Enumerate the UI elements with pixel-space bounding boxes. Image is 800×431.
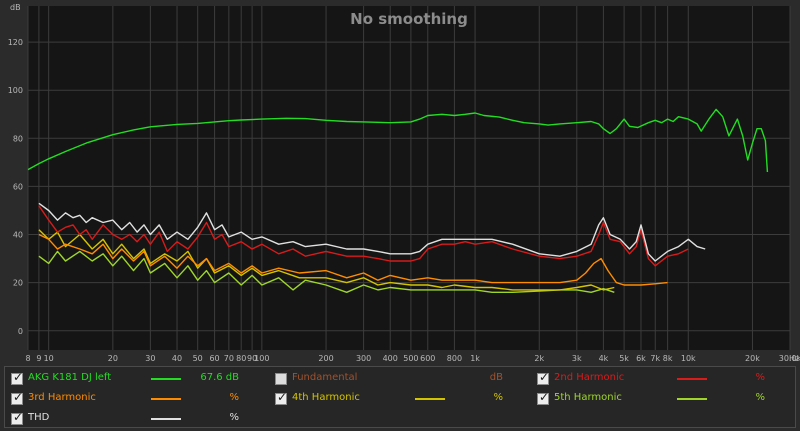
legend-checkbox-thd[interactable] xyxy=(11,410,23,425)
legend-value: % xyxy=(229,392,239,403)
y-axis-unit: dB xyxy=(10,3,21,12)
series-line-4th-harmonic xyxy=(38,229,615,291)
series-lines xyxy=(27,108,769,293)
y-tick-label: 20 xyxy=(13,279,23,288)
x-tick-label: 6k xyxy=(636,354,646,363)
horizontal-grid xyxy=(28,41,790,332)
legend-checkbox-3rd-harmonic[interactable] xyxy=(11,390,23,405)
legend-value: % xyxy=(229,412,239,423)
x-tick-label: 70 xyxy=(224,354,234,363)
x-tick-label: 2k xyxy=(534,354,544,363)
legend-label: 4th Harmonic xyxy=(292,392,360,403)
legend-item-4th-harmonic: 4th Harmonic% xyxy=(273,389,528,409)
legend-checkbox-akg-k181-dj-left[interactable] xyxy=(11,370,23,385)
x-tick-label: 300 xyxy=(356,354,371,363)
legend-value: % xyxy=(755,392,765,403)
x-tick-label: 40 xyxy=(172,354,182,363)
legend-swatch xyxy=(151,398,181,400)
legend-checkbox-4th-harmonic[interactable] xyxy=(275,390,287,405)
x-tick-label: 200 xyxy=(318,354,333,363)
legend-label: THD xyxy=(28,412,50,423)
legend-swatch xyxy=(151,418,181,420)
legend-swatch xyxy=(677,378,707,380)
series-line-akg-k181-dj-left xyxy=(27,108,769,173)
x-axis-unit: Hz xyxy=(789,354,799,363)
legend-label: Fundamental xyxy=(292,372,358,383)
legend-checkbox-2nd-harmonic[interactable] xyxy=(537,370,549,385)
x-tick-label: 9 xyxy=(36,354,41,363)
x-tick-label: 3k xyxy=(572,354,582,363)
series-line-thd xyxy=(38,202,706,262)
legend-label: 5th Harmonic xyxy=(554,392,622,403)
legend-checkbox-fundamental[interactable] xyxy=(275,373,287,385)
legend-checkbox-5th-harmonic[interactable] xyxy=(537,390,549,405)
series-line-5th-harmonic xyxy=(38,250,615,293)
legend-item-2nd-harmonic: 2nd Harmonic% xyxy=(535,369,790,389)
y-tick-label: 80 xyxy=(13,134,23,143)
y-tick-labels: 0 20 40 60 80 100 120 xyxy=(8,38,23,336)
legend-panel: AKG K181 DJ left 67.6 dB Fundamental dB 2nd … xyxy=(4,366,796,428)
x-tick-label: 10 xyxy=(44,354,54,363)
y-tick-label: 100 xyxy=(8,86,23,95)
x-tick-label: 90 xyxy=(247,354,257,363)
x-tick-label: 20k xyxy=(745,354,760,363)
legend-value: dB xyxy=(489,372,503,383)
x-tick-label: 500 xyxy=(403,354,418,363)
legend-swatch xyxy=(677,398,707,400)
legend-row: THD% xyxy=(5,409,795,429)
x-tick-label: 10k xyxy=(681,354,696,363)
x-tick-label: 20 xyxy=(108,354,118,363)
legend-item-thd: THD% xyxy=(9,409,264,429)
legend-label: 2nd Harmonic xyxy=(554,372,625,383)
series-line-3rd-harmonic xyxy=(38,233,668,286)
x-tick-label: 50 xyxy=(193,354,203,363)
x-tick-label: 600 xyxy=(420,354,435,363)
legend-value: % xyxy=(493,392,503,403)
chart-title: No smoothing xyxy=(350,10,468,28)
y-tick-label: 0 xyxy=(18,327,23,336)
plot-background xyxy=(28,6,790,350)
legend-item-akg-k181-dj-left: AKG K181 DJ left 67.6 dB xyxy=(9,369,264,389)
x-tick-label: 30 xyxy=(145,354,155,363)
x-tick-label: 800 xyxy=(447,354,462,363)
x-tick-label: 8k xyxy=(663,354,673,363)
series-line-2nd-harmonic xyxy=(38,205,689,267)
x-tick-label: 80 xyxy=(236,354,246,363)
x-tick-label: 60 xyxy=(209,354,219,363)
legend-row: AKG K181 DJ left 67.6 dB Fundamental dB 2nd … xyxy=(5,369,795,389)
legend-value: % xyxy=(755,372,765,383)
x-tick-label: 4k xyxy=(599,354,609,363)
legend-item-fundamental: Fundamental dB xyxy=(273,369,528,389)
x-tick-label: 5k xyxy=(619,354,629,363)
vertical-grid xyxy=(27,6,791,350)
legend-swatch xyxy=(415,398,445,400)
legend-swatch xyxy=(151,378,181,380)
y-tick-label: 120 xyxy=(8,38,23,47)
x-tick-label: 30.0k xyxy=(779,354,800,363)
y-tick-label: 40 xyxy=(13,231,23,240)
legend-item-5th-harmonic: 5th Harmonic% xyxy=(535,389,790,409)
x-tick-label: 100 xyxy=(254,354,269,363)
legend-row: 3rd Harmonic%4th Harmonic%5th Harmonic% xyxy=(5,389,795,409)
legend-value: 67.6 dB xyxy=(200,372,239,383)
x-tick-label: 7k xyxy=(650,354,660,363)
y-tick-label: 60 xyxy=(13,182,23,191)
legend-item-3rd-harmonic: 3rd Harmonic% xyxy=(9,389,264,409)
legend-label: 3rd Harmonic xyxy=(28,392,96,403)
x-tick-label: 400 xyxy=(383,354,398,363)
x-tick-label: 8 xyxy=(25,354,30,363)
legend-label: AKG K181 DJ left xyxy=(28,372,112,383)
x-tick-label: 1k xyxy=(470,354,480,363)
